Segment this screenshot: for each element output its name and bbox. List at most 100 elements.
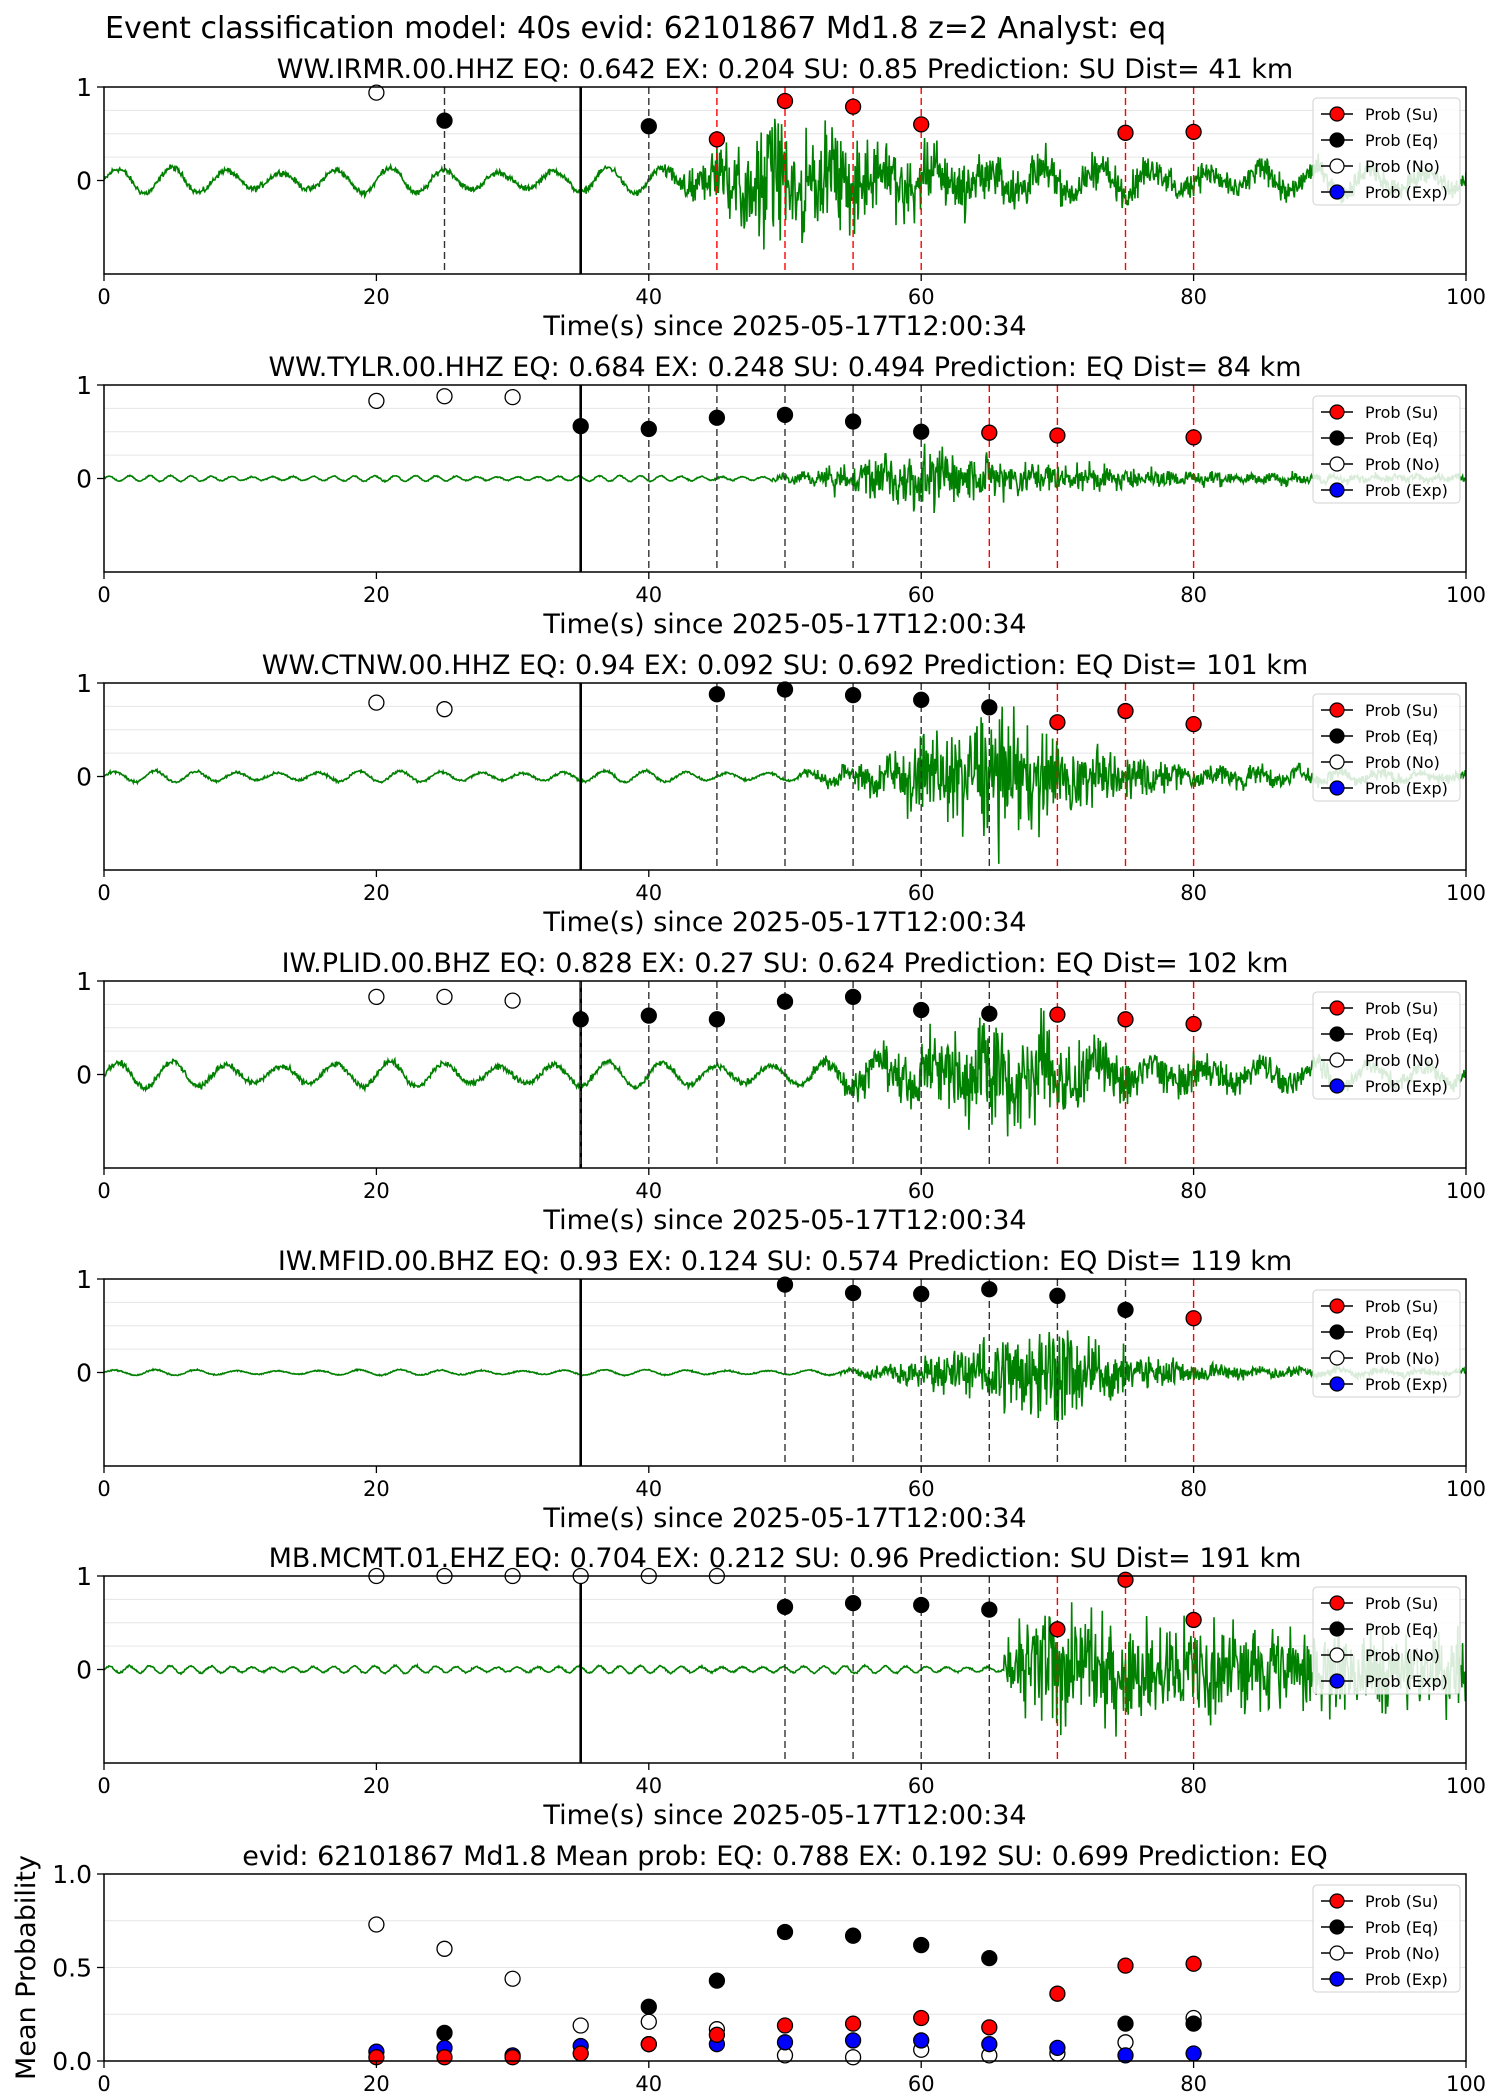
subplot-title: WW.TYLR.00.HHZ EQ: 0.684 EX: 0.248 SU: 0… xyxy=(268,352,1301,383)
legend-label-eq: Prob (Eq) xyxy=(1365,429,1438,448)
x-axis-label: Time(s) since 2025-05-17T12:00:34 xyxy=(542,1503,1026,1534)
prob-point-eq xyxy=(436,112,453,129)
prob-point-eq xyxy=(844,687,862,704)
legend-label-no: Prob (No) xyxy=(1365,455,1440,474)
legend-marker-exp xyxy=(1329,1078,1345,1094)
x-tick-label: 60 xyxy=(908,1477,935,1501)
y-tick-label: 1 xyxy=(76,73,92,102)
legend-marker-su xyxy=(1329,1893,1345,1909)
prob-point-no xyxy=(640,2013,657,2030)
legend: Prob (Su) Prob (Eq) Prob (No) Prob (Exp) xyxy=(1312,991,1461,1100)
x-axis-label: Time(s) since 2025-05-17T12:00:34 xyxy=(542,1205,1026,1236)
prob-point-eq xyxy=(708,409,726,426)
prob-point-no xyxy=(368,694,385,711)
prob-point-eq xyxy=(844,1594,862,1612)
prob-point-su xyxy=(1049,714,1066,731)
prob-point-eq xyxy=(776,1276,794,1293)
x-tick-label: 40 xyxy=(635,1179,662,1203)
prob-point-su xyxy=(1117,1011,1134,1028)
prob-point-su xyxy=(913,2009,930,2027)
prob-point-su xyxy=(1185,1611,1202,1629)
legend-marker-no xyxy=(1329,1945,1345,1961)
legend-label-eq: Prob (Eq) xyxy=(1365,727,1438,746)
prob-point-su xyxy=(1049,427,1066,444)
prob-point-eq xyxy=(1117,1301,1134,1319)
legend: Prob (Su) Prob (Eq) Prob (No) Prob (Exp) xyxy=(1312,1884,1461,1993)
plot-area xyxy=(104,1279,1466,1466)
prob-point-no xyxy=(436,388,453,405)
x-tick-label: 80 xyxy=(1180,1774,1207,1798)
plot-area xyxy=(104,385,1466,572)
waveform-trace xyxy=(104,1330,1466,1422)
legend-marker-no xyxy=(1329,754,1345,770)
legend-label-exp: Prob (Exp) xyxy=(1365,779,1448,798)
subplot-5: IW.MFID.00.BHZ EQ: 0.93 EX: 0.124 SU: 0.… xyxy=(76,1246,1486,1534)
x-tick-label: 40 xyxy=(635,2072,662,2096)
prob-point-eq xyxy=(572,1011,589,1028)
legend-box xyxy=(1312,97,1461,206)
x-axis-label: Time(s) since 2025-05-17T12:00:34 xyxy=(542,907,1026,938)
legend-label-eq: Prob (Eq) xyxy=(1365,1620,1438,1639)
prob-point-eq xyxy=(1049,1287,1066,1304)
y-tick-label: 1 xyxy=(76,371,92,400)
x-tick-label: 80 xyxy=(1180,583,1207,607)
prob-point-su xyxy=(708,2026,726,2043)
prob-point-eq xyxy=(776,681,794,698)
x-tick-label: 0 xyxy=(97,1774,110,1798)
x-tick-label: 100 xyxy=(1446,1179,1486,1203)
legend-box xyxy=(1312,395,1461,504)
prob-point-exp xyxy=(981,2036,998,2053)
prob-point-exp xyxy=(844,2032,862,2049)
prob-point-no xyxy=(436,701,453,718)
legend-marker-exp xyxy=(1329,1376,1345,1392)
prob-point-no xyxy=(504,1970,521,1987)
subplot-title: IW.MFID.00.BHZ EQ: 0.93 EX: 0.124 SU: 0.… xyxy=(278,1246,1292,1277)
prob-point-su xyxy=(776,2017,794,2034)
legend-label-no: Prob (No) xyxy=(1365,753,1440,772)
x-tick-label: 0 xyxy=(97,2072,110,2096)
prob-point-eq xyxy=(981,699,998,716)
x-tick-label: 60 xyxy=(908,881,935,905)
subplot-title: evid: 62101867 Md1.8 Mean prob: EQ: 0.78… xyxy=(242,1841,1328,1872)
prob-point-su xyxy=(981,2019,998,2036)
prob-point-su xyxy=(708,131,726,148)
plot-area xyxy=(104,87,1466,274)
legend-marker-eq xyxy=(1329,132,1345,148)
subplot-title: WW.IRMR.00.HHZ EQ: 0.642 EX: 0.204 SU: 0… xyxy=(277,54,1293,85)
prob-point-eq xyxy=(844,413,862,430)
x-axis-label: Time(s) since 2025-05-17T12:00:34 xyxy=(542,1800,1026,1831)
y-axis-label: Mean Probability xyxy=(11,1855,42,2080)
legend-marker-su xyxy=(1329,702,1345,718)
legend: Prob (Su) Prob (Eq) Prob (No) Prob (Exp) xyxy=(1312,1586,1461,1695)
x-tick-label: 20 xyxy=(363,1774,390,1798)
y-tick-label: 1 xyxy=(76,967,92,996)
x-tick-label: 0 xyxy=(97,1477,110,1501)
x-tick-label: 0 xyxy=(97,583,110,607)
prob-point-su xyxy=(1049,1985,1066,2002)
prob-point-eq xyxy=(981,1950,998,1967)
legend-label-su: Prob (Su) xyxy=(1365,999,1438,1018)
prob-point-eq xyxy=(640,1007,657,1024)
subplot-6: MB.MCMT.01.EHZ EQ: 0.704 EX: 0.212 SU: 0… xyxy=(76,1543,1486,1831)
figure-suptitle: Event classification model: 40s evid: 62… xyxy=(105,11,1166,46)
legend-box xyxy=(1312,991,1461,1100)
prob-point-eq xyxy=(913,423,930,440)
legend-marker-exp xyxy=(1329,1673,1345,1689)
prob-point-su xyxy=(844,2015,862,2032)
prob-point-exp xyxy=(776,2034,794,2051)
x-tick-label: 100 xyxy=(1446,881,1486,905)
legend-marker-eq xyxy=(1329,1621,1345,1637)
y-tick-label: 0 xyxy=(76,1656,92,1685)
prob-point-eq xyxy=(981,1601,998,1618)
x-tick-label: 100 xyxy=(1446,1477,1486,1501)
legend-marker-exp xyxy=(1329,1971,1345,1987)
x-tick-label: 80 xyxy=(1180,285,1207,309)
legend-marker-eq xyxy=(1329,1919,1345,1935)
prob-point-eq xyxy=(981,1005,998,1022)
y-tick-label: 1 xyxy=(76,1562,92,1591)
prob-point-exp xyxy=(1185,2045,1202,2062)
subplot-3: WW.CTNW.00.HHZ EQ: 0.94 EX: 0.092 SU: 0.… xyxy=(76,650,1486,938)
legend-label-exp: Prob (Exp) xyxy=(1365,1077,1448,1096)
prob-point-exp xyxy=(1049,2039,1066,2057)
x-tick-label: 0 xyxy=(97,1179,110,1203)
